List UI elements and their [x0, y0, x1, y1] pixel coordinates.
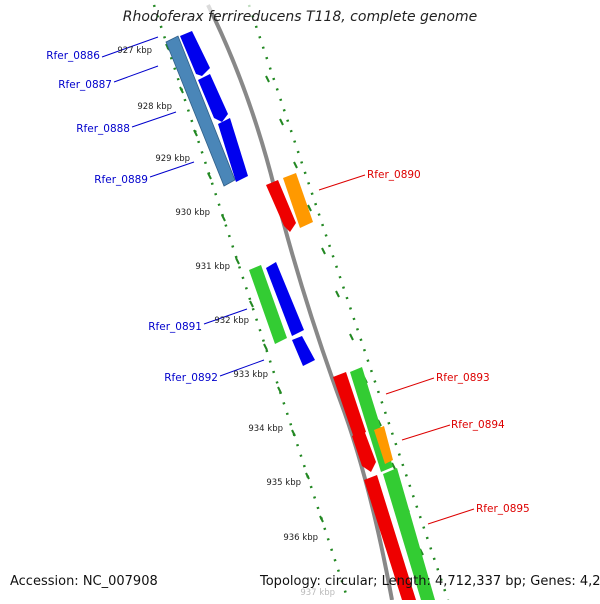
forward-leader-lines	[318, 174, 475, 525]
scale-tick-label: 929 kbp	[155, 154, 190, 164]
cds-rfer-0890[interactable]	[283, 173, 313, 228]
cds-rfer-0894[interactable]	[374, 426, 393, 464]
map-title: Rhodoferax ferrireducens T118, complete …	[122, 9, 478, 25]
gene-label-rfer-0895[interactable]: Rfer_0895	[476, 503, 530, 515]
gene-label-rfer-0891[interactable]: Rfer_0891	[148, 321, 202, 333]
gene-label-rfer-0887[interactable]: Rfer_0887	[58, 79, 112, 91]
scale-tick-label: 935 kbp	[266, 478, 301, 488]
cds-rfer-0888[interactable]	[218, 118, 248, 182]
cds-rfer-0894-red[interactable]	[352, 430, 376, 472]
reverse-strand-features	[165, 0, 315, 366]
genome-backbone	[206, 4, 394, 601]
cds-rfer-0893-red[interactable]	[333, 372, 366, 438]
gene-label-rfer-0888[interactable]: Rfer_0888	[76, 123, 130, 135]
genome-stats-text: Topology: circular; Length: 4,712,337 bp…	[260, 574, 600, 589]
scale-tick-label: 936 kbp	[283, 533, 318, 543]
accession-text: Accession: NC_007908	[10, 574, 158, 589]
cds-rfer-0890-red[interactable]	[266, 180, 296, 232]
scale-tick-label: 937 kbp	[300, 588, 335, 598]
gene-label-rfer-0893[interactable]: Rfer_0893	[436, 372, 490, 384]
scale-tick-label: 934 kbp	[248, 424, 283, 434]
reverse-leader-lines	[101, 36, 265, 377]
cds-rfer-0886-0888-steel[interactable]	[165, 35, 236, 187]
scale-tick-label: 927 kbp	[117, 46, 152, 56]
gene-label-rfer-0890[interactable]: Rfer_0890	[367, 169, 421, 181]
scale-tick-label: 933 kbp	[233, 370, 268, 380]
cds-rfer-0891-green[interactable]	[249, 265, 287, 344]
cds-rfer-0892[interactable]	[292, 336, 315, 366]
cds-rfer-0895-red[interactable]	[364, 475, 416, 600]
scale-tick-label: 930 kbp	[175, 208, 210, 218]
gene-label-rfer-0886[interactable]: Rfer_0886	[46, 50, 100, 62]
gene-label-rfer-0889[interactable]: Rfer_0889	[94, 174, 148, 186]
forward-strand-features	[266, 173, 435, 600]
cds-rfer-0886[interactable]	[180, 31, 210, 76]
cds-rfer-0887[interactable]	[198, 74, 228, 122]
scale-tick-label: 931 kbp	[195, 262, 230, 272]
cds-rfer-0891[interactable]	[266, 262, 304, 336]
gene-label-rfer-0894[interactable]: Rfer_0894	[451, 419, 505, 431]
scale-tick-label: 932 kbp	[214, 316, 249, 326]
gene-label-rfer-0892[interactable]: Rfer_0892	[164, 372, 218, 384]
outer-ruler-ring	[247, 4, 450, 601]
cds-rfer-0895[interactable]	[383, 468, 435, 600]
scale-tick-label: 928 kbp	[137, 102, 172, 112]
